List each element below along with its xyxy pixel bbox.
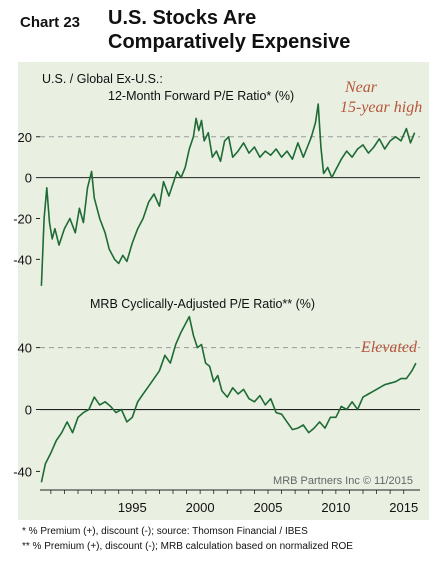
y-tick-label: 20 bbox=[18, 130, 32, 145]
footnote-2: ** % Premium (+), discount (-); MRB calc… bbox=[22, 541, 353, 552]
panel1-title-line2: 12-Month Forward P/E Ratio* (%) bbox=[108, 89, 294, 103]
annotation-elevated: Elevated bbox=[360, 339, 418, 356]
series-line-1 bbox=[40, 103, 416, 286]
y-tick-label: 0 bbox=[25, 171, 32, 186]
y-tick-label: 0 bbox=[25, 403, 32, 418]
chart-frame bbox=[18, 62, 429, 520]
y-tick-label: -40 bbox=[13, 252, 32, 267]
footnote-1: * % Premium (+), discount (-); source: T… bbox=[22, 526, 308, 537]
x-tick-label: 2000 bbox=[186, 500, 215, 515]
annotation-near: Near bbox=[344, 79, 378, 96]
x-tick-label: 2015 bbox=[389, 500, 418, 515]
x-tick-label: 1995 bbox=[118, 500, 147, 515]
series-line-2 bbox=[40, 315, 417, 483]
chart-number: Chart 23 bbox=[20, 14, 81, 31]
annotation-15-year-high: 15-year high bbox=[340, 99, 422, 116]
source-label: MRB Partners Inc © 11/2015 bbox=[273, 475, 413, 487]
panel1-title-line1: U.S. / Global Ex-U.S.: bbox=[42, 72, 163, 86]
panel2-title: MRB Cyclically-Adjusted P/E Ratio** (%) bbox=[90, 297, 315, 311]
footnotes: * % Premium (+), discount (-); source: T… bbox=[22, 524, 353, 554]
y-tick-label: 40 bbox=[18, 341, 32, 356]
y-tick-label: -20 bbox=[13, 211, 32, 226]
chart-title-line2: Comparatively Expensive bbox=[108, 31, 351, 53]
chart-title: U.S. Stocks Are Comparatively Expensive bbox=[108, 6, 350, 54]
chart-title-line1: U.S. Stocks Are bbox=[108, 7, 257, 29]
chart-header: Chart 23 U.S. Stocks Are Comparatively E… bbox=[0, 0, 447, 62]
x-tick-label: 2010 bbox=[321, 500, 350, 515]
x-tick-label: 2005 bbox=[254, 500, 283, 515]
y-tick-label: -40 bbox=[13, 464, 32, 479]
